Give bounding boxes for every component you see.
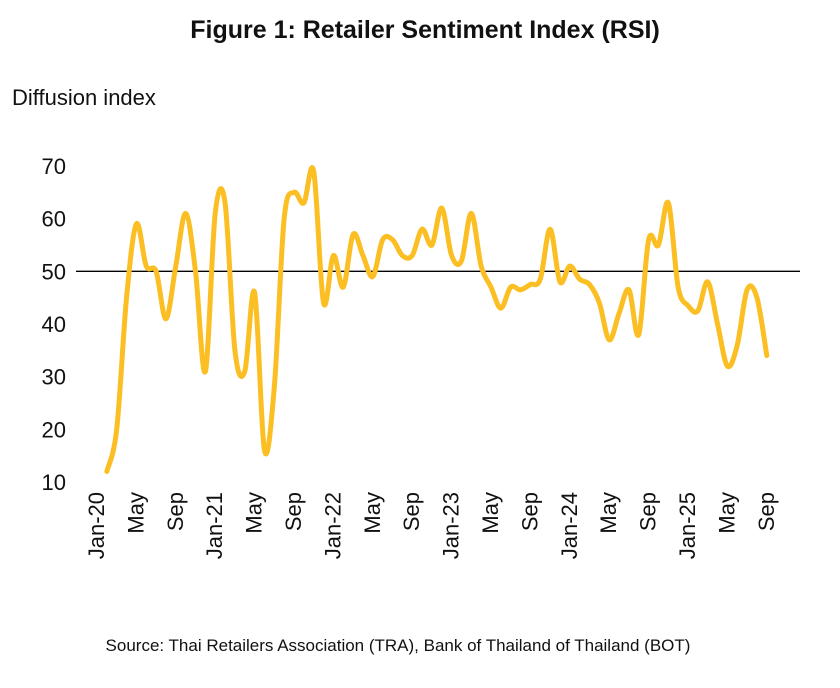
x-tick-label: Sep [636,492,661,531]
source-note: Source: Thai Retailers Association (TRA)… [106,636,691,655]
y-tick-label: 20 [42,417,66,442]
x-tick-label: Sep [163,492,188,531]
y-tick-label: 60 [42,207,66,232]
x-tick-label: Jan-20 [84,492,109,559]
x-tick-label: Jan-23 [439,492,464,559]
y-tick-label: 30 [42,365,66,390]
x-tick-label: May [360,492,385,534]
x-tick-label: Jan-21 [202,492,227,559]
y-tick-label: 70 [42,154,66,179]
x-tick-label: May [123,492,148,534]
x-tick-label: May [596,492,621,534]
x-tick-label: Jan-25 [675,492,700,559]
x-tick-label: Jan-24 [557,492,582,559]
x-tick-label: Sep [517,492,542,531]
x-tick-label: May [478,492,503,534]
y-tick-label: 40 [42,312,66,337]
x-tick-label: May [714,492,739,534]
x-tick-label: Sep [754,492,779,531]
x-tick-label: May [242,492,267,534]
y-tick-label: 10 [42,470,66,495]
x-tick-label: Sep [399,492,424,531]
y-tick-label: 50 [42,259,66,284]
chart-title: Figure 1: Retailer Sentiment Index (RSI) [190,16,660,44]
y-axis-label: Diffusion index [12,85,156,110]
data-line [104,165,770,474]
x-tick-label: Sep [281,492,306,531]
x-tick-label: Jan-22 [320,492,345,559]
